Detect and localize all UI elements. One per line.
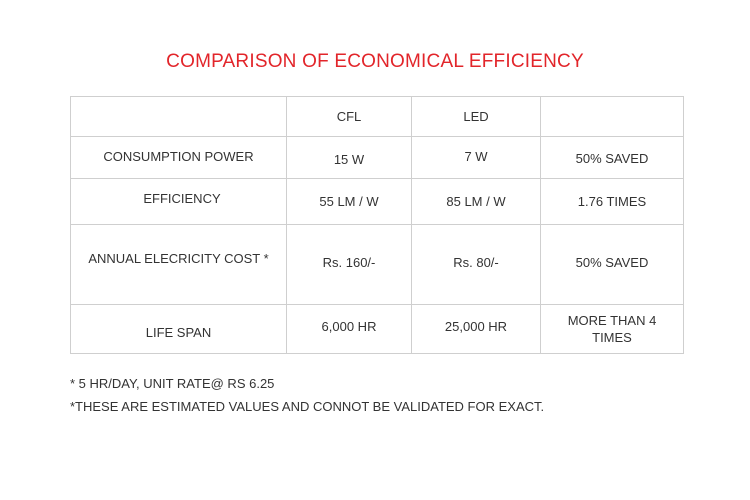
saving-cell: 50% SAVED	[540, 136, 684, 179]
table-header-row: CFL LED	[70, 96, 684, 137]
table-row: EFFICIENCY 55 LM / W 85 LM / W 1.76 TIME…	[70, 178, 684, 225]
footnote: * 5 HR/DAY, UNIT RATE@ RS 6.25	[70, 376, 275, 391]
saving-cell: 1.76 TIMES	[540, 178, 684, 225]
led-cell: 85 LM / W	[411, 178, 541, 225]
footnotes: * 5 HR/DAY, UNIT RATE@ RS 6.25 *THESE AR…	[70, 372, 544, 418]
page-title: COMPARISON OF ECONOMICAL EFFICIENCY	[166, 51, 584, 72]
header-cell-led: LED	[411, 96, 541, 137]
header-cell-empty	[70, 96, 287, 137]
cfl-cell: Rs. 160/-	[286, 224, 412, 305]
saving-cell: 50% SAVED	[540, 224, 684, 305]
saving-cell: MORE THAN 4 TIMES	[540, 304, 684, 354]
comparison-table: CFL LED CONSUMPTION POWER 15 W 7 W 50% S…	[70, 96, 684, 354]
row-label: CONSUMPTION POWER	[70, 136, 287, 179]
led-cell: Rs. 80/-	[411, 224, 541, 305]
row-label: EFFICIENCY	[70, 178, 287, 225]
cfl-cell: 55 LM / W	[286, 178, 412, 225]
header-cell-saving	[540, 96, 684, 137]
led-cell: 7 W	[411, 136, 541, 179]
cfl-cell: 6,000 HR	[286, 304, 412, 354]
table-row: CONSUMPTION POWER 15 W 7 W 50% SAVED	[70, 136, 684, 179]
row-label: ANNUAL ELECRICITY COST *	[70, 224, 287, 305]
table-row: LIFE SPAN 6,000 HR 25,000 HR MORE THAN 4…	[70, 304, 684, 354]
led-cell: 25,000 HR	[411, 304, 541, 354]
cfl-cell: 15 W	[286, 136, 412, 179]
footnote: *THESE ARE ESTIMATED VALUES AND CONNOT B…	[70, 399, 545, 414]
row-label: LIFE SPAN	[70, 304, 287, 354]
header-cell-cfl: CFL	[286, 96, 412, 137]
table-row: ANNUAL ELECRICITY COST * Rs. 160/- Rs. 8…	[70, 224, 684, 305]
